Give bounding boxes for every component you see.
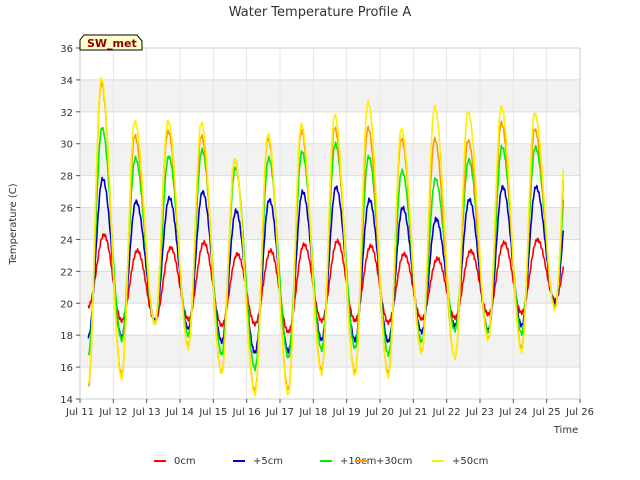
background-band <box>80 335 580 368</box>
y-tick-label: 28 <box>60 172 73 183</box>
chart-title: Water Temperature Profile A <box>229 5 412 20</box>
x-tick-label: Jul 22 <box>432 407 461 418</box>
x-axis-ticks: Jul 11 Jul 12 Jul 13 Jul 14 Jul 15 Jul 16 Jul … <box>65 399 594 418</box>
x-tick-label: Jul 26 <box>565 407 594 418</box>
y-tick-label: 32 <box>60 108 73 119</box>
x-axis-label: Time <box>553 425 578 436</box>
site-badge-label: SW_met <box>87 37 137 50</box>
site-badge-shape <box>79 34 143 51</box>
y-tick-label: 20 <box>60 299 73 310</box>
plot-border <box>79 47 581 400</box>
x-tick-label: Jul 17 <box>265 407 294 418</box>
x-tick-label: Jul 19 <box>332 407 361 418</box>
legend: 0cm+5cm+10cm+30cm+50cm <box>154 456 488 467</box>
x-tick-label: Jul 16 <box>232 407 261 418</box>
x-tick-label: Jul 12 <box>98 407 127 418</box>
legend-label: +5cm <box>253 456 283 467</box>
series-line-plus-50cm <box>87 77 565 397</box>
y-tick-label: 30 <box>60 140 73 151</box>
y-tick-label: 26 <box>60 204 73 215</box>
y-tick-label: 24 <box>60 235 73 246</box>
x-tick-label: Jul 13 <box>132 407 161 418</box>
y-axis-ticks: 14 16 18 20 22 24 26 28 30 32 34 36 <box>60 44 80 406</box>
y-tick-label: 22 <box>60 267 73 278</box>
x-tick-label: Jul 25 <box>532 407 561 418</box>
legend-label: +50cm <box>452 456 488 467</box>
x-tick-label: Jul 11 <box>65 407 94 418</box>
y-tick-label: 34 <box>60 76 73 87</box>
y-axis-label: Temperature (C) <box>8 183 19 265</box>
series-layer <box>87 77 565 397</box>
background-band <box>80 79 580 112</box>
x-tick-label: Jul 20 <box>365 407 394 418</box>
site-badge: SW_met <box>79 34 143 51</box>
y-tick-label: 14 <box>60 395 73 406</box>
x-tick-label: Jul 21 <box>398 407 427 418</box>
y-tick-label: 18 <box>60 331 73 342</box>
legend-label: 0cm <box>174 456 196 467</box>
legend-label: +30cm <box>376 456 412 467</box>
x-tick-label: Jul 18 <box>298 407 327 418</box>
x-tick-label: Jul 24 <box>498 407 527 418</box>
y-tick-label: 16 <box>60 363 73 374</box>
x-tick-label: Jul 14 <box>165 407 194 418</box>
x-tick-label: Jul 23 <box>465 407 494 418</box>
x-tick-label: Jul 15 <box>198 407 227 418</box>
y-tick-label: 36 <box>60 44 73 55</box>
